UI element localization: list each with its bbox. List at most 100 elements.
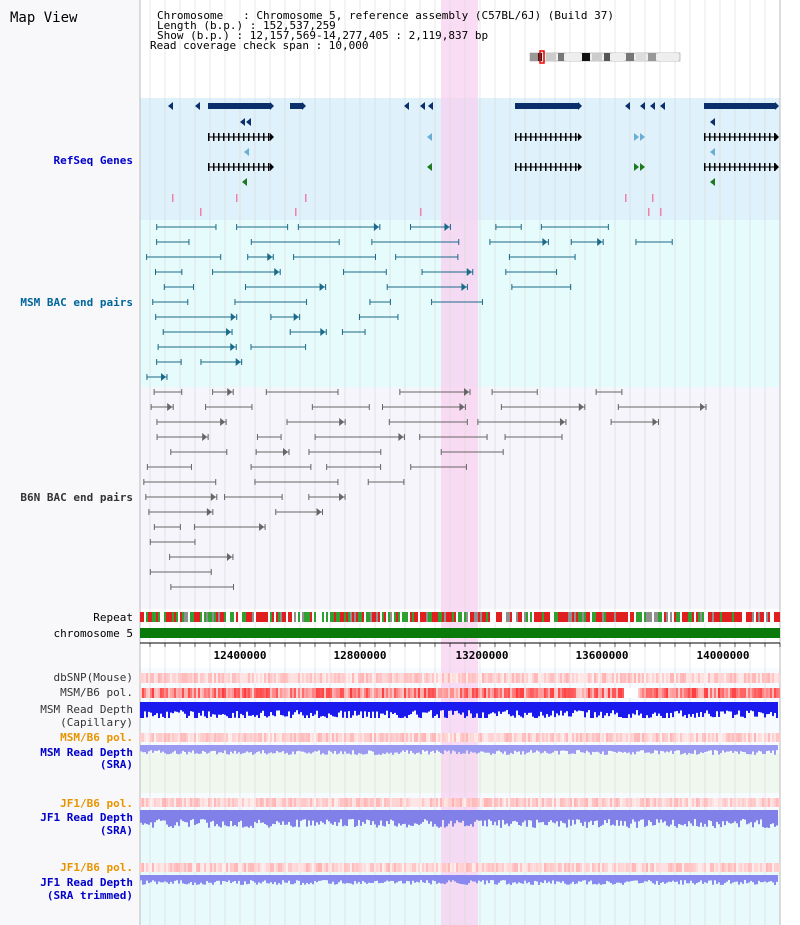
pol-cell — [500, 688, 502, 698]
info-length: Length (b.p.) : 152,537,259 — [157, 19, 336, 32]
pol-cell — [578, 688, 580, 698]
depth-bar — [662, 702, 664, 718]
dbsnp-cell — [336, 673, 338, 683]
pol-cell — [568, 688, 570, 698]
repeat-block — [628, 612, 630, 622]
depth-bar — [620, 702, 622, 718]
pol-cell — [690, 688, 692, 698]
dbsnp-cell — [498, 673, 500, 683]
depth-bar — [704, 745, 706, 753]
depth-bar — [656, 875, 658, 881]
pol-cell — [472, 863, 474, 872]
depth-bar — [686, 702, 688, 718]
dbsnp-cell — [186, 673, 188, 683]
depth-bar — [212, 702, 214, 715]
depth-bar — [664, 702, 666, 718]
track-label-b6n-bac[interactable]: B6N BAC end pairs — [20, 491, 133, 504]
pol-cell — [602, 863, 604, 872]
depth-bar — [270, 745, 272, 753]
depth-bar — [478, 875, 480, 881]
depth-bar — [318, 810, 320, 825]
depth-bar — [534, 810, 536, 828]
depth-bar — [272, 745, 274, 754]
exon — [774, 133, 776, 141]
exon — [268, 163, 270, 171]
depth-bar — [378, 875, 380, 884]
pol-cell — [566, 798, 568, 807]
pol-cell — [566, 863, 568, 872]
dbsnp-cell — [684, 673, 686, 683]
pol-cell — [182, 733, 184, 742]
depth-bar — [550, 745, 552, 754]
pol-cell — [544, 688, 546, 698]
depth-bar — [146, 810, 148, 825]
depth-bar — [622, 810, 624, 826]
depth-bar — [528, 702, 530, 713]
repeat-block — [748, 612, 750, 622]
exon — [243, 133, 245, 141]
depth-bar — [442, 745, 444, 755]
pol-cell — [236, 688, 238, 698]
pol-cell — [664, 798, 666, 807]
pol-cell — [216, 688, 218, 698]
depth-bar — [178, 745, 180, 755]
depth-bar — [580, 875, 582, 882]
depth-bar — [240, 702, 242, 714]
depth-bar — [304, 875, 306, 885]
repeat-block — [656, 612, 658, 622]
repeat-block — [562, 612, 564, 622]
depth-bar — [474, 875, 476, 882]
pol-cell — [510, 688, 512, 698]
depth-bar — [424, 702, 426, 713]
pol-cell — [218, 688, 220, 698]
depth-bar — [508, 702, 510, 715]
pol-cell — [470, 688, 472, 698]
pol-cell — [526, 798, 528, 807]
pol-cell — [454, 733, 456, 742]
dbsnp-cell — [736, 673, 738, 683]
pol-cell — [752, 733, 754, 742]
depth-bar — [230, 702, 232, 718]
pol-cell — [192, 863, 194, 872]
depth-bar — [658, 875, 660, 885]
pol-cell — [292, 733, 294, 742]
pol-cell — [552, 798, 554, 807]
depth-bar — [724, 745, 726, 753]
depth-bar — [284, 875, 286, 883]
depth-bar — [464, 745, 466, 754]
pol-cell — [468, 688, 470, 698]
dbsnp-cell — [622, 673, 624, 683]
exon — [223, 163, 225, 171]
pol-cell — [562, 863, 564, 872]
depth-bar — [570, 810, 572, 826]
repeat-block — [170, 612, 172, 622]
repeat-block — [264, 612, 266, 622]
dbsnp-cell — [752, 673, 754, 683]
pol-cell — [550, 733, 552, 742]
pol-cell — [668, 863, 670, 872]
pol-cell — [682, 798, 684, 807]
depth-bar — [322, 745, 324, 754]
axis-tick-label: 13200000 — [455, 649, 509, 662]
pol-cell — [306, 798, 308, 807]
depth-bar — [156, 745, 158, 751]
depth-bar — [660, 745, 662, 751]
depth-bar — [148, 810, 150, 825]
repeat-block — [328, 612, 330, 622]
track-label-refseq[interactable]: RefSeq Genes — [53, 154, 133, 167]
depth-bar — [414, 745, 416, 755]
track-label-msm-bac[interactable]: MSM BAC end pairs — [20, 296, 133, 309]
pol-cell — [416, 733, 418, 742]
pol-cell — [366, 863, 368, 872]
pol-cell — [694, 688, 696, 698]
depth-bar — [282, 810, 284, 822]
pol-cell — [458, 733, 460, 742]
refseq-tick — [660, 208, 662, 216]
pol-cell — [638, 733, 640, 742]
depth-bar — [204, 745, 206, 752]
depth-bar — [356, 810, 358, 826]
pol-cell — [334, 798, 336, 807]
pol-cell — [356, 688, 358, 698]
pol-cell — [672, 733, 674, 742]
pol-cell — [244, 688, 246, 698]
